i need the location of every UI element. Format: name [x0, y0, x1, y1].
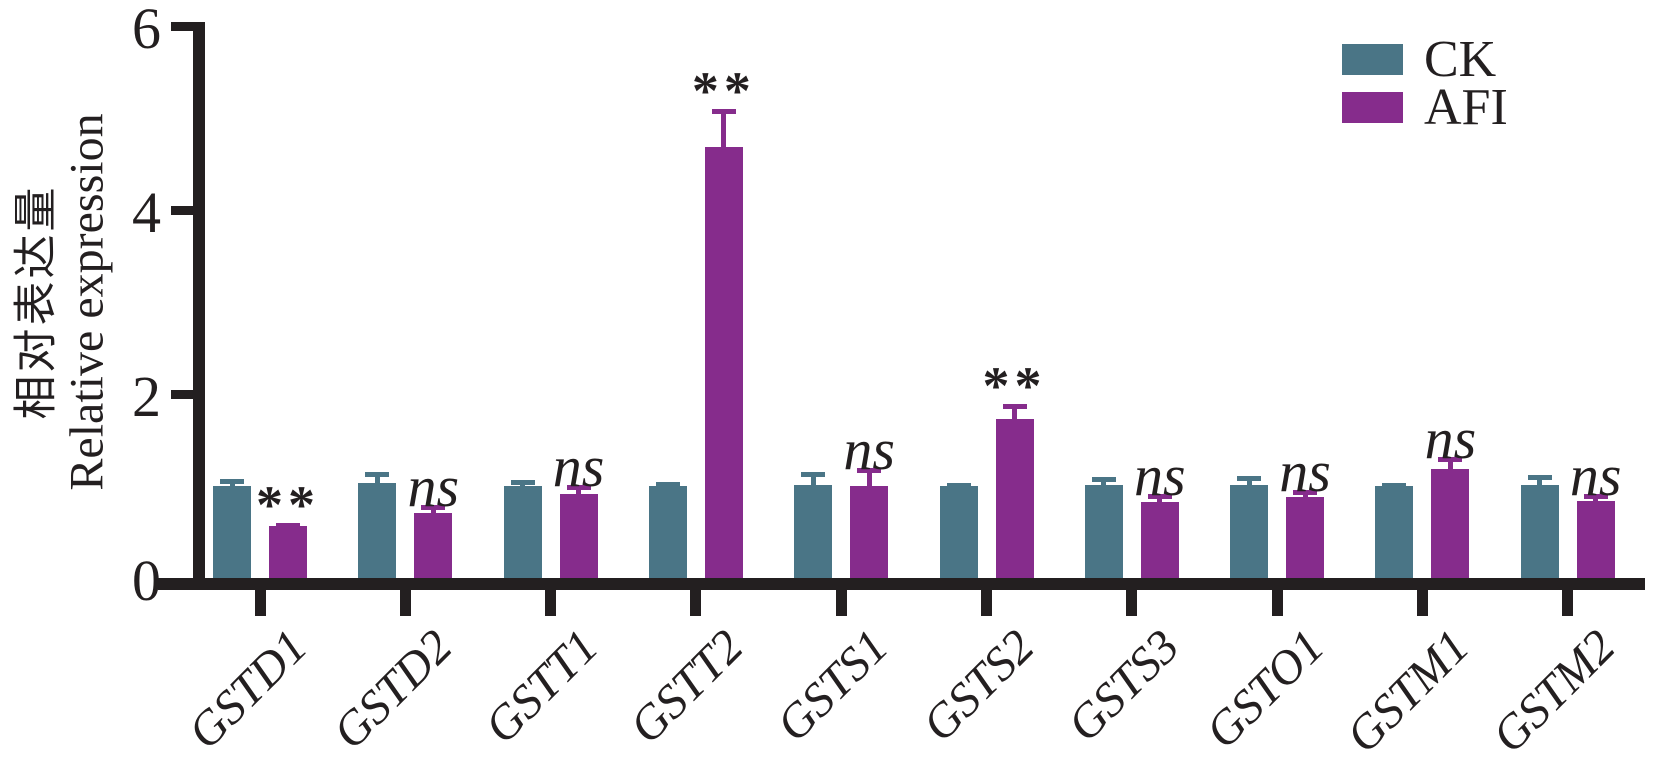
x-axis-tick: [1126, 590, 1138, 616]
bar-ck-gstt1: [503, 486, 542, 578]
y-tick-label: 6: [132, 0, 161, 61]
error-bar-stem: [1246, 475, 1252, 494]
error-bar-cap: [1237, 475, 1262, 481]
x-axis-tick: [1562, 590, 1574, 616]
bar-afi-gstt2: [704, 147, 743, 578]
legend-label-ck: CK: [1424, 30, 1497, 88]
legend: CK AFI: [1342, 33, 1508, 140]
bar-ck-gsts2: [939, 486, 978, 578]
x-axis-tick: [1416, 590, 1428, 616]
error-bar-cap: [1293, 489, 1318, 495]
y-axis-tick: [171, 205, 195, 215]
y-tick-label: 0: [132, 548, 161, 613]
legend-item-ck: CK: [1342, 33, 1508, 85]
x-axis-tick: [254, 590, 266, 616]
error-bar-stem: [374, 472, 380, 492]
bar-afi-gstm2: [1576, 500, 1615, 578]
error-bar-cap: [946, 483, 971, 489]
bar-ck-gstd2: [358, 483, 397, 578]
error-bar-cap: [365, 472, 390, 478]
error-bar-cap: [655, 482, 680, 488]
y-axis-tick: [171, 389, 195, 399]
error-bar-stem: [1157, 494, 1163, 510]
x-tick-label-gstd1: GSTD1: [178, 619, 318, 760]
bar-ck-gstt2: [648, 486, 687, 578]
significance-label-gsts1: ns: [843, 416, 895, 482]
error-bar-cap: [1583, 494, 1608, 500]
error-bar-cap: [711, 108, 736, 114]
bar-afi-gstt1: [559, 494, 598, 578]
y-axis-tick: [171, 21, 195, 31]
error-bar-cap: [421, 505, 446, 511]
error-bar-stem: [665, 482, 671, 494]
error-bar-stem: [721, 108, 727, 156]
bar-afi-gsts1: [850, 486, 889, 578]
error-bar-cap: [1002, 404, 1027, 410]
legend-label-afi: AFI: [1424, 78, 1508, 136]
x-axis-tick: [545, 590, 557, 616]
significance-label-gstm2: ns: [1569, 443, 1622, 509]
legend-swatch-ck: [1342, 44, 1403, 75]
error-bar-stem: [956, 483, 961, 494]
error-bar-cap: [1091, 476, 1116, 482]
significance-label-gsto1: ns: [1279, 438, 1331, 504]
error-bar-stem: [866, 467, 872, 494]
error-bar-stem: [1537, 474, 1543, 494]
error-bar-cap: [220, 478, 244, 484]
error-bar-cap: [510, 480, 535, 486]
error-bar-cap: [276, 522, 300, 528]
bar-ck-gstm2: [1520, 485, 1559, 578]
error-bar-stem: [229, 478, 235, 494]
x-axis-tick: [690, 590, 702, 616]
error-bar-stem: [285, 522, 291, 535]
bar-afi-gsts2: [995, 418, 1034, 578]
error-bar-stem: [576, 485, 582, 503]
error-bar-cap: [1382, 483, 1407, 489]
bar-ck-gsts1: [794, 485, 833, 578]
x-axis-tick: [399, 590, 411, 616]
significance-label-gstm1: ns: [1424, 406, 1477, 472]
legend-item-afi: AFI: [1342, 81, 1508, 133]
y-axis-line: [193, 22, 205, 590]
x-axis-line: [158, 578, 1645, 590]
error-bar-stem: [1012, 404, 1017, 427]
x-axis-tick: [1271, 590, 1283, 616]
bar-afi-gstd2: [414, 512, 453, 578]
error-bar-cap: [1147, 494, 1172, 500]
significance-label-gstt2: **: [691, 60, 756, 121]
bar-ck-gstd1: [213, 486, 251, 578]
significance-label-gstt1: ns: [552, 434, 605, 500]
bar-afi-gstd1: [269, 526, 307, 578]
bar-afi-gsto1: [1286, 497, 1325, 578]
significance-label-gsts3: ns: [1134, 443, 1186, 509]
error-bar-cap: [1438, 457, 1463, 463]
error-bar-stem: [1593, 494, 1599, 509]
y-tick-label: 4: [132, 180, 161, 245]
x-axis-tick: [835, 590, 847, 616]
error-bar-stem: [430, 505, 436, 521]
bar-ck-gstm1: [1375, 486, 1414, 578]
error-bar-cap: [566, 485, 591, 491]
significance-label-gstd2: ns: [407, 454, 460, 520]
x-axis-tick: [981, 590, 992, 616]
y-tick-label: 2: [132, 364, 161, 429]
error-bar-stem: [520, 480, 526, 494]
error-bar-cap: [857, 467, 882, 473]
error-bar-stem: [1391, 483, 1397, 494]
significance-label-gsts2: **: [982, 356, 1047, 417]
error-bar-stem: [1101, 476, 1107, 494]
bar-ck-gsts3: [1084, 485, 1123, 578]
significance-label-gstd1: **: [256, 474, 320, 535]
bar-ck-gsto1: [1230, 485, 1269, 578]
bar-afi-gsts3: [1140, 501, 1179, 578]
error-bar-stem: [1302, 489, 1308, 506]
error-bar-stem: [810, 472, 816, 494]
error-bar-cap: [801, 472, 826, 478]
bar-afi-gstm1: [1431, 468, 1470, 578]
legend-swatch-afi: [1342, 92, 1403, 123]
error-bar-stem: [1447, 457, 1453, 477]
error-bar-cap: [1527, 474, 1552, 480]
